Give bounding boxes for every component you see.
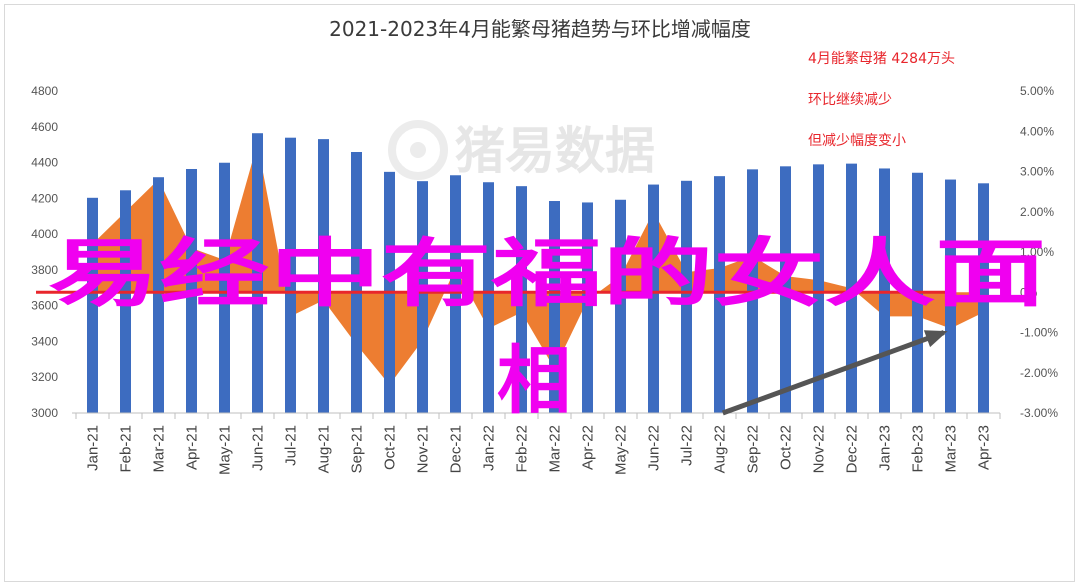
y-left-tick-label: 4600 [31, 120, 58, 134]
x-tick-label: Jun-21 [250, 425, 267, 471]
watermark: 猪易数据 [388, 120, 655, 180]
mom-change-area [92, 143, 984, 385]
trend-arrow [721, 330, 948, 416]
mom-area [92, 143, 984, 385]
y-left-tick-label: 3000 [31, 406, 58, 420]
y-left-tick-label: 4400 [31, 156, 58, 170]
overlay-caption: 易经中有福的女人面 相 [48, 231, 1046, 424]
arrow-shaft [721, 330, 945, 416]
x-tick-label: Jun-22 [646, 425, 663, 471]
y-right-tick-label: 3.00% [1020, 165, 1054, 179]
y-axis-left-ticks: 3000 3200 3400 3600 3800 4000 4200 4400 4600 4800 [31, 84, 58, 420]
annotation-2: 环比继续减少 [808, 91, 892, 108]
x-axis-ticks: Jan-21 Feb-21 Mar-21 Apr-21 May-21 Jun-21 Jul-… [85, 425, 993, 475]
x-tick-label: Mar-22 [547, 425, 564, 473]
bar-nov-21 [417, 181, 428, 413]
bar-feb-21 [120, 190, 131, 413]
y-left-tick-label: 4800 [31, 84, 58, 98]
y-left-tick-label: 3800 [31, 263, 58, 277]
bar-dec-21 [450, 175, 461, 413]
y-left-tick-label: 4000 [31, 227, 58, 241]
bar-aug-21 [318, 139, 329, 414]
x-tick-label: Apr-21 [184, 425, 201, 470]
bar-may-22 [615, 199, 626, 413]
bar-feb-22 [516, 186, 527, 413]
bar-nov-22 [813, 164, 824, 413]
x-tick-label: Mar-23 [943, 425, 960, 473]
x-tick-label: Oct-22 [778, 425, 795, 470]
x-tick-label: Jan-22 [481, 425, 498, 471]
y-right-tick-label: 1.00% [1020, 245, 1054, 259]
arrow-head [923, 330, 948, 348]
x-tick-label: Jul-22 [679, 425, 696, 466]
y-right-tick-label: -3.00% [1020, 406, 1058, 420]
x-tick-label: Aug-21 [316, 425, 333, 473]
chart-title: 2021-2023年4月能繁母猪趋势与环比增减幅度 [329, 17, 751, 41]
x-tick-label: May-22 [613, 425, 630, 475]
x-tick-label: Apr-22 [580, 425, 597, 470]
bar-jan-22 [483, 182, 494, 413]
x-tick-label: Dec-22 [844, 425, 861, 473]
x-tick-label: Oct-21 [382, 425, 399, 470]
x-tick-label: Sep-21 [349, 425, 366, 473]
annotation-3: 但减少幅度变小 [808, 133, 906, 149]
bar-mar-22 [549, 201, 560, 413]
x-tick-label: Feb-23 [910, 425, 927, 473]
x-tick-label: Jan-21 [85, 425, 102, 471]
overlay-line-1: 易经中有福的女人面 [48, 231, 1046, 317]
axes [72, 412, 1001, 419]
annotation-1: 4月能繁母猪 4284万头 [808, 51, 955, 67]
y-left-tick-label: 3200 [31, 370, 58, 384]
x-tick-label: Feb-22 [514, 425, 531, 473]
x-tick-label: Aug-22 [712, 425, 729, 473]
bar-mar-23 [945, 179, 956, 413]
y-right-tick-label: -2.00% [1020, 366, 1058, 380]
x-tick-label: May-21 [217, 425, 234, 475]
y-right-tick-label: -1.00% [1020, 326, 1058, 340]
y-right-tick-label: 0% [1020, 285, 1038, 299]
bar-aug-22 [714, 176, 725, 413]
x-tick-label: Nov-21 [415, 425, 432, 473]
x-tick-label: Mar-21 [151, 425, 168, 473]
bar-jun-21 [252, 133, 263, 413]
bar-jan-23 [879, 168, 890, 413]
x-tick-label: Jan-23 [877, 425, 894, 471]
annotations: 4月能繁母猪 4284万头 环比继续减少 但减少幅度变小 [808, 51, 955, 149]
bar-apr-23 [978, 183, 989, 413]
watermark-text: 猪易数据 [455, 122, 655, 180]
overlay-line-2: 相 [497, 338, 571, 424]
bar-apr-22 [582, 202, 593, 413]
bar-jul-22 [681, 180, 692, 413]
bar-oct-22 [780, 166, 791, 413]
bar-jun-22 [648, 184, 659, 413]
y-left-tick-label: 3600 [31, 299, 58, 313]
bar-may-21 [219, 162, 230, 413]
y-right-tick-label: 4.00% [1020, 124, 1054, 138]
x-tick-label: Nov-22 [811, 425, 828, 473]
x-tick-label: Feb-21 [118, 425, 135, 473]
bar-dec-22 [846, 163, 857, 413]
bar-mar-21 [153, 177, 164, 413]
x-tick-label: Sep-22 [745, 425, 762, 473]
x-tick-label: Dec-21 [448, 425, 465, 473]
y-right-tick-label: 2.00% [1020, 205, 1054, 219]
x-tick-label: Apr-23 [976, 425, 993, 470]
y-left-tick-label: 4200 [31, 191, 58, 205]
y-axis-right-ticks: -3.00% -2.00% -1.00% 0% 1.00% 2.00% 3.00% 4.00%… [1020, 84, 1058, 420]
y-left-tick-label: 3400 [31, 334, 58, 348]
y-right-tick-label: 5.00% [1020, 84, 1054, 98]
x-tick-label: Jul-21 [283, 425, 300, 466]
bar-sep-21 [351, 152, 362, 414]
bar-jul-21 [285, 137, 296, 413]
bar-jan-21 [87, 197, 98, 413]
